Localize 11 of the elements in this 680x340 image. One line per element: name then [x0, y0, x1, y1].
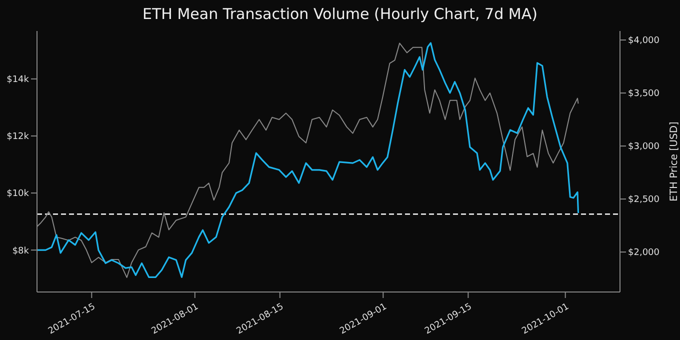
- y-tick-label: $12k: [6, 132, 30, 142]
- y2-tick-label: $2,500: [628, 195, 660, 206]
- y2-tick-label: $2,000: [628, 248, 660, 258]
- y-tick-label: $8k: [12, 246, 30, 256]
- y-tick-label: $10k: [6, 189, 30, 200]
- y-tick-label: $14k: [6, 75, 30, 86]
- chart-title: ETH Mean Transaction Volume (Hourly Chart, 7d MA): [142, 5, 538, 23]
- y2-tick-label: $3,500: [628, 89, 660, 100]
- y2-tick-label: $3,000: [628, 142, 660, 152]
- y2-tick-label: $4,000: [628, 36, 660, 46]
- y2-axis-title: ETH Price [USD]: [669, 121, 680, 202]
